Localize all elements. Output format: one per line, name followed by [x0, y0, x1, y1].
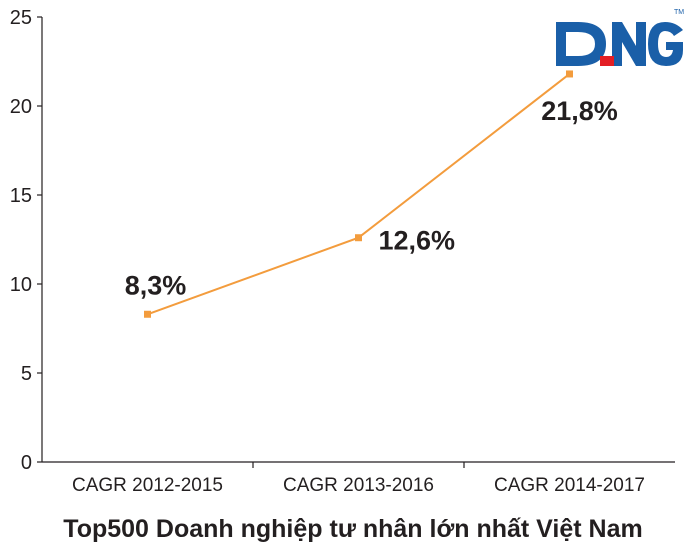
y-tick-label: 0 [21, 452, 32, 474]
y-tick-label: 10 [10, 274, 32, 296]
logo-trademark: TM [674, 9, 684, 16]
y-axis: 0 5 10 15 20 25 [10, 7, 43, 474]
data-label: 8,3% [125, 270, 187, 300]
x-tick-label: CAGR 2013-2016 [283, 475, 434, 496]
data-label: 12,6% [379, 226, 456, 256]
data-point [144, 310, 151, 318]
x-axis: CAGR 2012-2015 CAGR 2013-2016 CAGR 2014-20… [42, 461, 675, 496]
logo-letter-n [612, 22, 646, 66]
logo-letter-d [556, 22, 606, 66]
x-tick-label: CAGR 2012-2015 [72, 475, 223, 496]
data-point [566, 70, 573, 78]
data-point [355, 234, 362, 242]
plot-area: 8,3% 12,6% 21,8% [125, 70, 618, 318]
y-tick-label: 20 [10, 96, 32, 118]
y-tick-label: 15 [10, 185, 32, 207]
x-tick-label: CAGR 2014-2017 [494, 475, 645, 496]
data-label: 21,8% [541, 96, 618, 126]
y-tick-label: 25 [10, 7, 32, 29]
series-line [147, 73, 571, 316]
logo-letter-g [648, 22, 683, 66]
x-axis-title: Top500 Doanh nghiệp tư nhân lớn nhất Việ… [63, 515, 642, 543]
logo-accent [600, 56, 614, 66]
y-tick-label: 5 [21, 363, 32, 385]
dng-logo: TM [556, 9, 684, 66]
